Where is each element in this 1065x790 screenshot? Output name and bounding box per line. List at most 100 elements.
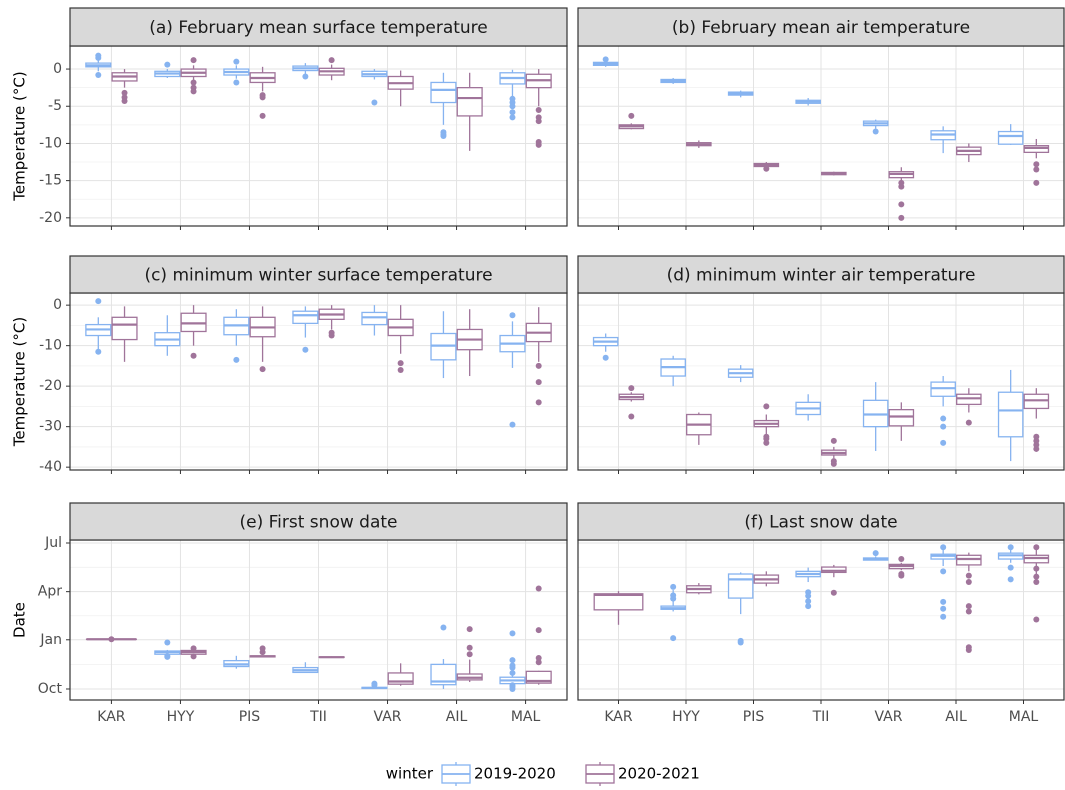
- outlier: [536, 379, 542, 385]
- panel-title: (a) February mean surface temperature: [149, 18, 488, 38]
- outlier: [1033, 166, 1039, 172]
- y-tick-label: -20: [39, 210, 62, 226]
- outlier: [805, 593, 811, 599]
- outlier: [191, 57, 197, 63]
- outlier: [509, 686, 515, 692]
- outlier: [966, 608, 972, 614]
- outlier: [763, 440, 769, 446]
- outlier: [670, 584, 676, 590]
- outlier: [628, 113, 634, 119]
- box: [729, 574, 753, 598]
- outlier: [1033, 446, 1039, 452]
- x-tick-label: TII: [812, 709, 830, 725]
- outlier: [371, 682, 377, 688]
- outlier: [509, 665, 515, 671]
- outlier: [966, 573, 972, 579]
- outlier: [536, 585, 542, 591]
- y-tick-label: -30: [39, 419, 62, 435]
- panel-title: (b) February mean air temperature: [672, 18, 970, 38]
- outlier: [467, 651, 473, 657]
- outlier: [966, 579, 972, 585]
- outlier: [1033, 566, 1039, 572]
- x-tick-label: HYY: [167, 709, 195, 725]
- outlier: [191, 645, 197, 651]
- box: [999, 132, 1023, 145]
- x-tick-label: AIL: [446, 709, 468, 725]
- legend-label: 2020-2021: [618, 765, 700, 783]
- x-tick-label: HYY: [672, 709, 700, 725]
- outlier: [191, 353, 197, 359]
- outlier: [260, 366, 266, 372]
- outlier: [1033, 616, 1039, 622]
- x-tick-label: KAR: [604, 709, 633, 725]
- outlier: [603, 355, 609, 361]
- outlier: [940, 416, 946, 422]
- legend-label: 2019-2020: [474, 765, 556, 783]
- outlier: [191, 79, 197, 85]
- box: [594, 594, 643, 610]
- outlier: [1033, 180, 1039, 186]
- outlier: [536, 659, 542, 665]
- outlier: [898, 556, 904, 562]
- outlier: [191, 88, 197, 94]
- panel-title: (e) First snow date: [240, 513, 398, 533]
- outlier: [440, 624, 446, 630]
- outlier: [831, 461, 837, 467]
- outlier: [398, 367, 404, 373]
- outlier: [940, 568, 946, 574]
- outlier: [670, 596, 676, 602]
- x-tick-label: PIS: [239, 709, 261, 725]
- outlier: [940, 424, 946, 430]
- outlier: [898, 201, 904, 207]
- y-tick-label: -10: [39, 135, 62, 151]
- y-tick-label: Apr: [38, 584, 62, 600]
- outlier: [164, 639, 170, 645]
- outlier: [440, 133, 446, 139]
- outlier: [940, 614, 946, 620]
- outlier: [628, 414, 634, 420]
- outlier: [536, 627, 542, 633]
- x-tick-label: PIS: [743, 709, 765, 725]
- outlier: [940, 544, 946, 550]
- outlier: [898, 571, 904, 577]
- outlier: [966, 420, 972, 426]
- box: [889, 410, 913, 426]
- outlier: [398, 360, 404, 366]
- outlier: [233, 79, 239, 85]
- box: [1024, 146, 1048, 153]
- x-tick-label: MAL: [511, 709, 541, 725]
- panel-title: (c) minimum winter surface temperature: [144, 266, 492, 286]
- outlier: [805, 603, 811, 609]
- outlier: [536, 363, 542, 369]
- box: [362, 312, 387, 324]
- outlier: [509, 657, 515, 663]
- y-tick-label: -5: [48, 98, 62, 114]
- outlier: [329, 57, 335, 63]
- outlier: [628, 385, 634, 391]
- box-group: [319, 656, 344, 658]
- outlier: [95, 55, 101, 61]
- outlier: [509, 670, 515, 676]
- box-group: [822, 172, 846, 176]
- outlier: [1033, 579, 1039, 585]
- outlier: [95, 349, 101, 355]
- y-tick-label: -10: [39, 338, 62, 354]
- x-tick-label: TII: [309, 709, 327, 725]
- y-axis-label: Date: [11, 602, 29, 638]
- outlier: [898, 184, 904, 190]
- outlier: [536, 118, 542, 124]
- outlier: [108, 636, 114, 642]
- panel-title: (f) Last snow date: [744, 513, 897, 533]
- y-tick-label: Jul: [44, 535, 62, 551]
- outlier: [164, 654, 170, 660]
- outlier: [940, 440, 946, 446]
- y-axis-label: Temperature (°C): [11, 317, 29, 447]
- outlier: [260, 649, 266, 655]
- panel-title: (d) minimum winter air temperature: [667, 266, 976, 286]
- outlier: [940, 606, 946, 612]
- outlier: [1033, 574, 1039, 580]
- outlier: [1033, 161, 1039, 167]
- outlier: [509, 312, 515, 318]
